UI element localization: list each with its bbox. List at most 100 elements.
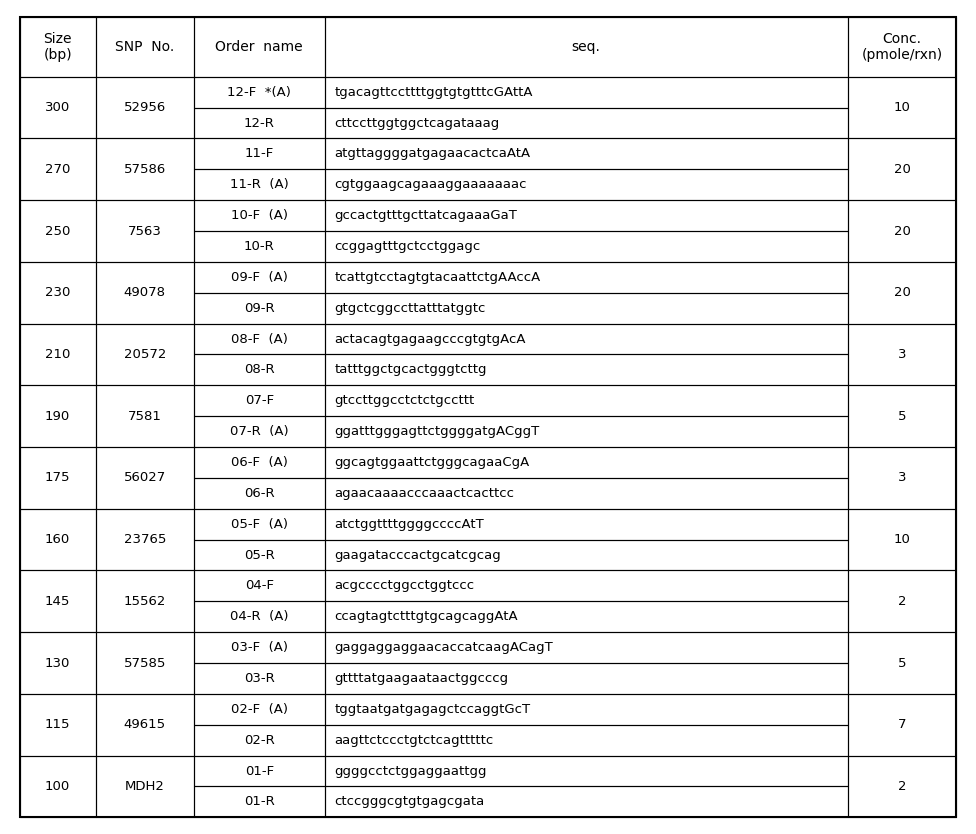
Text: 115: 115 xyxy=(45,718,70,731)
Text: 20: 20 xyxy=(894,286,911,299)
Bar xyxy=(847,694,956,756)
Text: 09-F  (A): 09-F (A) xyxy=(230,271,288,284)
Bar xyxy=(20,200,96,262)
Bar xyxy=(847,570,956,632)
Text: 03-R: 03-R xyxy=(244,672,274,685)
Bar xyxy=(194,447,325,478)
Bar xyxy=(847,17,956,77)
Bar xyxy=(325,756,847,786)
Text: aagttctccctgtctcagtttttc: aagttctccctgtctcagtttttc xyxy=(335,734,494,746)
Bar xyxy=(847,262,956,324)
Bar xyxy=(325,601,847,632)
Bar xyxy=(96,447,194,509)
Bar xyxy=(325,725,847,756)
Text: 210: 210 xyxy=(45,348,70,361)
Text: 23765: 23765 xyxy=(124,533,166,546)
Text: gttttatgaagaataactggcccg: gttttatgaagaataactggcccg xyxy=(335,672,508,685)
Bar xyxy=(847,756,956,817)
Text: tggtaatgatgagagctccaggtGcT: tggtaatgatgagagctccaggtGcT xyxy=(335,703,531,716)
Text: ctccgggcgtgtgagcgata: ctccgggcgtgtgagcgata xyxy=(335,796,485,808)
Text: gccactgtttgcttatcagaaaGaT: gccactgtttgcttatcagaaaGaT xyxy=(335,209,517,222)
Bar xyxy=(194,262,325,293)
Text: 08-F  (A): 08-F (A) xyxy=(230,333,288,345)
Bar xyxy=(325,138,847,169)
Text: ggatttgggagttctggggatgACggT: ggatttgggagttctggggatgACggT xyxy=(335,425,540,438)
Bar xyxy=(194,725,325,756)
Bar xyxy=(847,77,956,138)
Text: gtgctcggccttatttatggtc: gtgctcggccttatttatggtc xyxy=(335,302,486,314)
Bar xyxy=(325,385,847,416)
Bar xyxy=(194,570,325,601)
Bar xyxy=(194,756,325,786)
Bar xyxy=(194,509,325,540)
Text: MDH2: MDH2 xyxy=(125,780,165,793)
Text: 52956: 52956 xyxy=(124,101,166,114)
Text: 05-R: 05-R xyxy=(244,549,274,561)
Bar xyxy=(194,663,325,694)
Bar xyxy=(325,694,847,725)
Bar xyxy=(20,324,96,385)
Bar xyxy=(325,200,847,231)
Text: 01-R: 01-R xyxy=(244,796,274,808)
Bar xyxy=(20,138,96,200)
Bar xyxy=(194,540,325,570)
Bar xyxy=(325,262,847,293)
Bar xyxy=(20,570,96,632)
Bar xyxy=(96,570,194,632)
Bar xyxy=(325,293,847,324)
Bar xyxy=(194,324,325,354)
Text: 10: 10 xyxy=(894,101,911,114)
Bar xyxy=(194,385,325,416)
Text: acgcccctggcctggtccc: acgcccctggcctggtccc xyxy=(335,580,474,592)
Bar xyxy=(96,200,194,262)
Text: 05-F  (A): 05-F (A) xyxy=(230,518,288,530)
Text: 04-R  (A): 04-R (A) xyxy=(230,610,289,623)
Bar xyxy=(847,385,956,447)
Bar xyxy=(847,632,956,694)
Bar xyxy=(96,756,194,817)
Bar xyxy=(847,138,956,200)
Bar xyxy=(325,354,847,385)
Bar xyxy=(96,17,194,77)
Text: 7563: 7563 xyxy=(128,224,162,238)
Text: gaagatacccactgcatcgcag: gaagatacccactgcatcgcag xyxy=(335,549,501,561)
Text: 230: 230 xyxy=(45,286,70,299)
Text: 270: 270 xyxy=(45,163,70,176)
Text: 01-F: 01-F xyxy=(245,765,274,777)
Bar xyxy=(20,756,96,817)
Bar xyxy=(194,17,325,77)
Bar xyxy=(194,169,325,200)
Text: 3: 3 xyxy=(898,348,907,361)
Text: 20: 20 xyxy=(894,163,911,176)
Text: 09-R: 09-R xyxy=(244,302,274,314)
Bar xyxy=(194,416,325,447)
Text: 11-R  (A): 11-R (A) xyxy=(229,178,289,191)
Bar xyxy=(325,570,847,601)
Bar xyxy=(325,17,847,77)
Text: 175: 175 xyxy=(45,471,70,485)
Text: 10-R: 10-R xyxy=(244,240,274,253)
Bar xyxy=(194,293,325,324)
Text: gaggaggaggaacaccatcaagACagT: gaggaggaggaacaccatcaagACagT xyxy=(335,641,553,654)
Text: 08-R: 08-R xyxy=(244,364,274,376)
Bar xyxy=(325,663,847,694)
Text: ggggcctctggaggaattgg: ggggcctctggaggaattgg xyxy=(335,765,487,777)
Bar xyxy=(325,77,847,108)
Bar xyxy=(847,200,956,262)
Text: tcattgtcctagtgtacaattctgAAccA: tcattgtcctagtgtacaattctgAAccA xyxy=(335,271,541,284)
Bar xyxy=(194,478,325,509)
Text: 190: 190 xyxy=(45,409,70,423)
Text: 2: 2 xyxy=(898,595,907,608)
Text: 04-F: 04-F xyxy=(245,580,273,592)
Text: 7581: 7581 xyxy=(128,409,162,423)
Bar xyxy=(96,632,194,694)
Text: 07-R  (A): 07-R (A) xyxy=(230,425,289,438)
Text: 07-F: 07-F xyxy=(245,394,274,407)
Text: 100: 100 xyxy=(45,780,70,793)
Text: 160: 160 xyxy=(45,533,70,546)
Text: cgtggaagcagaaaggaaaaaaac: cgtggaagcagaaaggaaaaaaac xyxy=(335,178,527,191)
Text: ccagtagtctttgtgcagcaggAtA: ccagtagtctttgtgcagcaggAtA xyxy=(335,610,518,623)
Bar xyxy=(20,509,96,570)
Bar xyxy=(194,77,325,108)
Text: ggcagtggaattctgggcagaaCgA: ggcagtggaattctgggcagaaCgA xyxy=(335,456,530,469)
